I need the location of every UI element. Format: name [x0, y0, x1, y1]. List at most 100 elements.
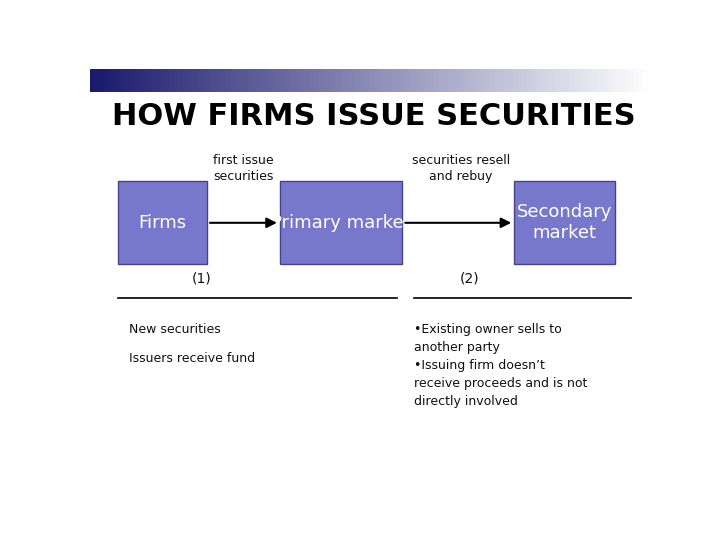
Bar	[160, 69, 165, 92]
Bar	[616, 69, 621, 92]
Text: HOW FIRMS ISSUE SECURITIES: HOW FIRMS ISSUE SECURITIES	[112, 102, 636, 131]
Bar	[141, 69, 146, 92]
Bar	[574, 69, 579, 92]
Bar	[601, 69, 607, 92]
Bar	[234, 69, 239, 92]
Bar	[495, 69, 500, 92]
Text: Firms: Firms	[138, 214, 186, 232]
Bar	[536, 69, 541, 92]
Bar	[230, 69, 235, 92]
Bar	[578, 69, 583, 92]
Bar	[323, 69, 328, 92]
Bar	[327, 69, 333, 92]
Bar	[351, 69, 356, 92]
Bar	[606, 69, 611, 92]
Text: securities: securities	[213, 170, 274, 183]
Bar	[411, 69, 416, 92]
Bar	[392, 69, 397, 92]
Bar	[523, 69, 528, 92]
Bar	[206, 69, 212, 92]
Bar	[508, 69, 513, 92]
Bar	[332, 69, 337, 92]
Bar	[476, 69, 481, 92]
Bar	[309, 69, 314, 92]
Bar	[155, 69, 161, 92]
Bar	[183, 69, 188, 92]
Bar	[481, 69, 486, 92]
FancyBboxPatch shape	[118, 181, 207, 265]
Bar	[215, 69, 221, 92]
Text: Primary market: Primary market	[271, 214, 411, 232]
Bar	[406, 69, 411, 92]
Bar	[434, 69, 439, 92]
Bar	[285, 69, 290, 92]
Bar	[341, 69, 346, 92]
Text: and rebuy: and rebuy	[429, 170, 492, 183]
Bar	[518, 69, 523, 92]
Bar	[262, 69, 267, 92]
Text: Secondary
market: Secondary market	[517, 204, 612, 242]
Bar	[420, 69, 426, 92]
FancyBboxPatch shape	[514, 181, 615, 265]
Bar	[360, 69, 365, 92]
Bar	[550, 69, 556, 92]
Bar	[258, 69, 263, 92]
Bar	[593, 69, 598, 92]
Bar	[174, 69, 179, 92]
Bar	[532, 69, 537, 92]
Bar	[192, 69, 197, 92]
Bar	[271, 69, 276, 92]
Bar	[639, 69, 644, 92]
Bar	[467, 69, 472, 92]
Bar	[504, 69, 509, 92]
Bar	[225, 69, 230, 92]
Bar	[104, 69, 109, 92]
Bar	[304, 69, 309, 92]
Bar	[462, 69, 467, 92]
Bar	[179, 69, 184, 92]
Bar	[122, 69, 127, 92]
Bar	[513, 69, 518, 92]
Bar	[490, 69, 495, 92]
Bar	[239, 69, 244, 92]
Text: Issuers receive fund: Issuers receive fund	[129, 352, 255, 365]
Bar	[397, 69, 402, 92]
Bar	[336, 69, 342, 92]
Bar	[583, 69, 588, 92]
Bar	[438, 69, 444, 92]
Bar	[346, 69, 351, 92]
Bar	[127, 69, 132, 92]
Bar	[94, 69, 100, 92]
Bar	[188, 69, 193, 92]
Bar	[378, 69, 384, 92]
FancyBboxPatch shape	[280, 181, 402, 265]
Bar	[253, 69, 258, 92]
Bar	[555, 69, 560, 92]
Bar	[109, 69, 114, 92]
Bar	[132, 69, 137, 92]
Bar	[266, 69, 272, 92]
Bar	[369, 69, 374, 92]
Text: first issue: first issue	[213, 154, 274, 167]
Bar	[99, 69, 104, 92]
Text: •Existing owner sells to
another party
•Issuing firm doesn’t
receive proceeds an: •Existing owner sells to another party •…	[413, 322, 587, 408]
Text: New securities: New securities	[129, 322, 221, 335]
Text: (2): (2)	[459, 271, 480, 285]
Bar	[527, 69, 532, 92]
Bar	[541, 69, 546, 92]
Bar	[169, 69, 174, 92]
Bar	[281, 69, 286, 92]
Bar	[364, 69, 369, 92]
Bar	[374, 69, 379, 92]
Bar	[113, 69, 119, 92]
Bar	[559, 69, 565, 92]
Bar	[197, 69, 202, 92]
Bar	[620, 69, 625, 92]
Bar	[429, 69, 435, 92]
Bar	[569, 69, 574, 92]
Bar	[448, 69, 454, 92]
Bar	[355, 69, 360, 92]
Bar	[457, 69, 462, 92]
Bar	[211, 69, 216, 92]
Bar	[546, 69, 551, 92]
